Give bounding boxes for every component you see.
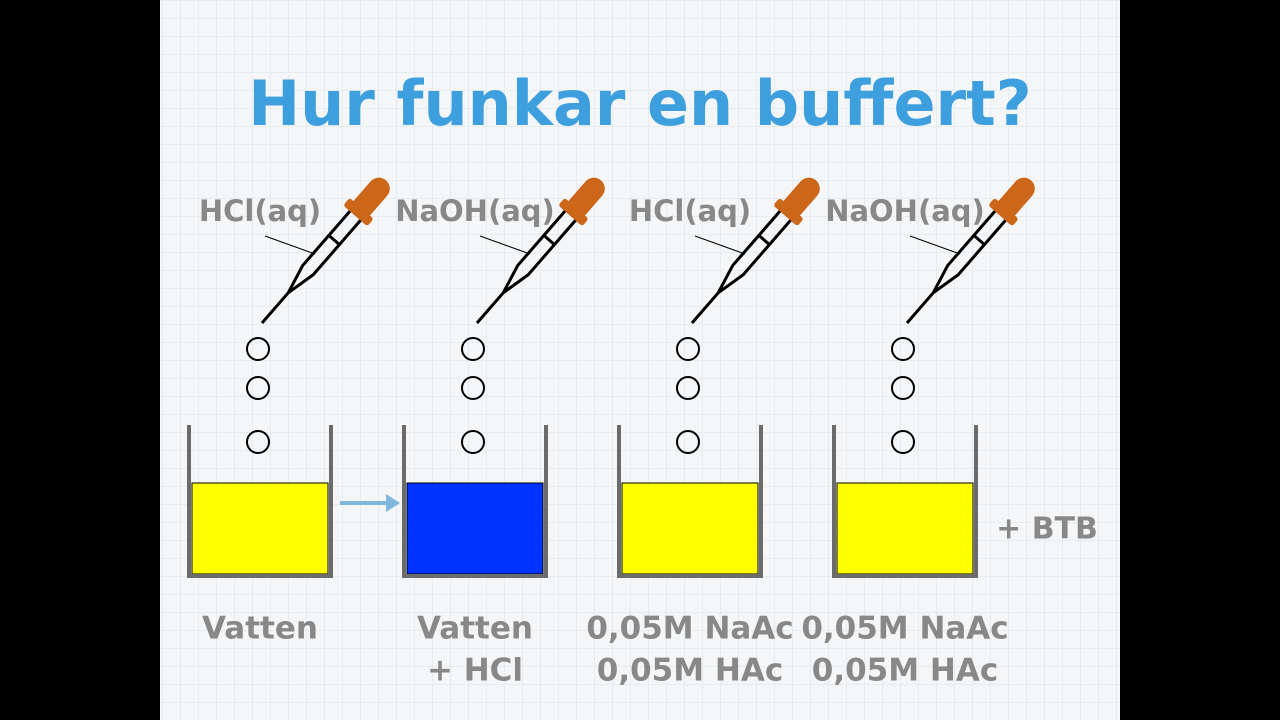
drop <box>676 337 700 361</box>
liquid <box>191 482 329 575</box>
beaker <box>402 425 548 578</box>
drop <box>676 376 700 400</box>
dropper-bulb <box>778 177 820 221</box>
liquid <box>621 482 759 575</box>
liquid <box>836 482 974 575</box>
drop <box>891 337 915 361</box>
pointer-line <box>479 235 531 255</box>
drop <box>246 376 270 400</box>
drop <box>461 337 485 361</box>
liquid <box>406 482 544 575</box>
reagent-label: HCl(aq) <box>199 194 321 228</box>
reagent-label: HCl(aq) <box>629 194 751 228</box>
dropper-tube <box>905 207 1009 324</box>
beaker-label: 0,05M HAc <box>597 653 783 689</box>
drop <box>891 430 915 454</box>
beaker-label: 0,05M HAc <box>812 653 998 689</box>
dropper <box>260 177 390 324</box>
grid-paper <box>160 0 1120 720</box>
beaker <box>617 425 763 578</box>
dropper-tube <box>475 207 579 324</box>
beaker-label: 0,05M NaAc <box>801 611 1008 647</box>
pointer-line <box>909 235 961 255</box>
dropper-tube <box>690 207 794 324</box>
dropper <box>475 177 605 324</box>
note: + BTB <box>996 512 1098 547</box>
beaker-label: Vatten <box>202 611 318 647</box>
pointer-line <box>694 235 746 255</box>
drop <box>461 376 485 400</box>
pointer-line <box>264 235 316 255</box>
drop <box>246 430 270 454</box>
dropper <box>905 177 1035 324</box>
dropper <box>690 177 820 324</box>
beaker-label: 0,05M NaAc <box>586 611 793 647</box>
title: Hur funkar en buffert? <box>248 67 1031 140</box>
drop <box>676 430 700 454</box>
beaker-label: Vatten <box>417 611 533 647</box>
reagent-label: NaOH(aq) <box>395 194 555 228</box>
drop <box>246 337 270 361</box>
arrow-head <box>386 494 400 512</box>
drop <box>891 376 915 400</box>
dropper-tube <box>260 207 364 324</box>
beaker <box>832 425 978 578</box>
dropper-bulb <box>993 177 1035 221</box>
reagent-label: NaOH(aq) <box>825 194 985 228</box>
drop <box>461 430 485 454</box>
beaker-label: + HCl <box>427 653 523 689</box>
beaker <box>187 425 333 578</box>
dropper-bulb <box>563 177 605 221</box>
dropper-bulb <box>348 177 390 221</box>
